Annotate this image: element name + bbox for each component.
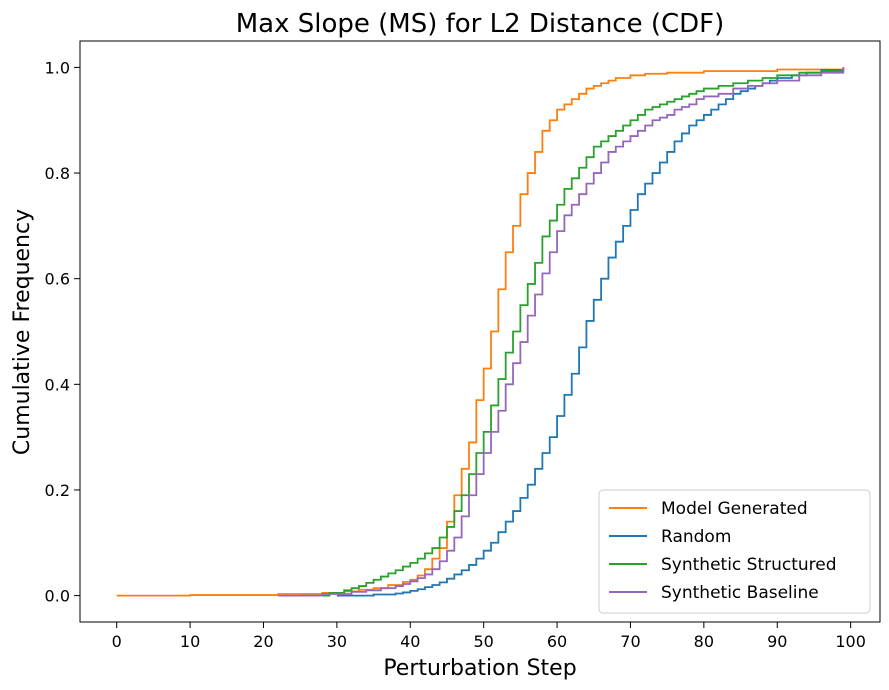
- x-tick-label: 50: [473, 632, 493, 651]
- y-axis-ticks: 0.0 0.2 0.4 0.6 0.8 1.0: [45, 58, 80, 606]
- series-line-1: [336, 67, 845, 597]
- x-tick-label: 80: [694, 632, 714, 651]
- x-tick-label: 10: [180, 632, 200, 651]
- x-tick-label: 30: [327, 632, 347, 651]
- y-axis-title: Cumulative Frequency: [10, 209, 35, 455]
- series-line-0: [116, 67, 845, 597]
- y-tick-label: 0.4: [45, 375, 70, 394]
- chart-title: Max Slope (MS) for L2 Distance (CDF): [236, 9, 725, 39]
- x-tick-label: 60: [547, 632, 567, 651]
- plot-area: [116, 67, 845, 597]
- series-line-3: [278, 67, 845, 597]
- x-tick-label: 100: [835, 632, 866, 651]
- legend-label-3: Synthetic Baseline: [661, 583, 819, 603]
- y-tick-label: 0.8: [45, 164, 70, 183]
- y-tick-label: 1.0: [45, 58, 70, 77]
- x-tick-label: 90: [767, 632, 787, 651]
- x-tick-label: 0: [112, 632, 122, 651]
- x-axis-ticks: 0 10 20 30 40 50 60 70 80 90 100: [112, 622, 866, 651]
- x-axis-title: Perturbation Step: [383, 656, 576, 681]
- legend-label-1: Random: [661, 527, 731, 547]
- x-tick-label: 20: [253, 632, 273, 651]
- legend-box: [598, 489, 871, 614]
- y-tick-label: 0.6: [45, 270, 70, 289]
- y-tick-label: 0.0: [45, 587, 70, 606]
- x-tick-label: 40: [400, 632, 420, 651]
- legend-label-2: Synthetic Structured: [661, 555, 837, 575]
- x-tick-label: 70: [620, 632, 640, 651]
- legend: Model Generated Random Synthetic Structure…: [598, 489, 871, 614]
- y-tick-label: 0.2: [45, 481, 70, 500]
- axes-frame: [79, 40, 881, 623]
- legend-label-0: Model Generated: [661, 499, 808, 519]
- series-line-2: [300, 70, 845, 597]
